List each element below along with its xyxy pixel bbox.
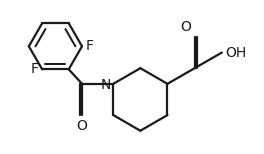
Text: F: F: [86, 39, 94, 53]
Text: F: F: [30, 62, 38, 76]
Text: OH: OH: [226, 46, 247, 60]
Text: O: O: [77, 119, 87, 133]
Text: N: N: [100, 78, 111, 92]
Text: O: O: [181, 20, 191, 34]
